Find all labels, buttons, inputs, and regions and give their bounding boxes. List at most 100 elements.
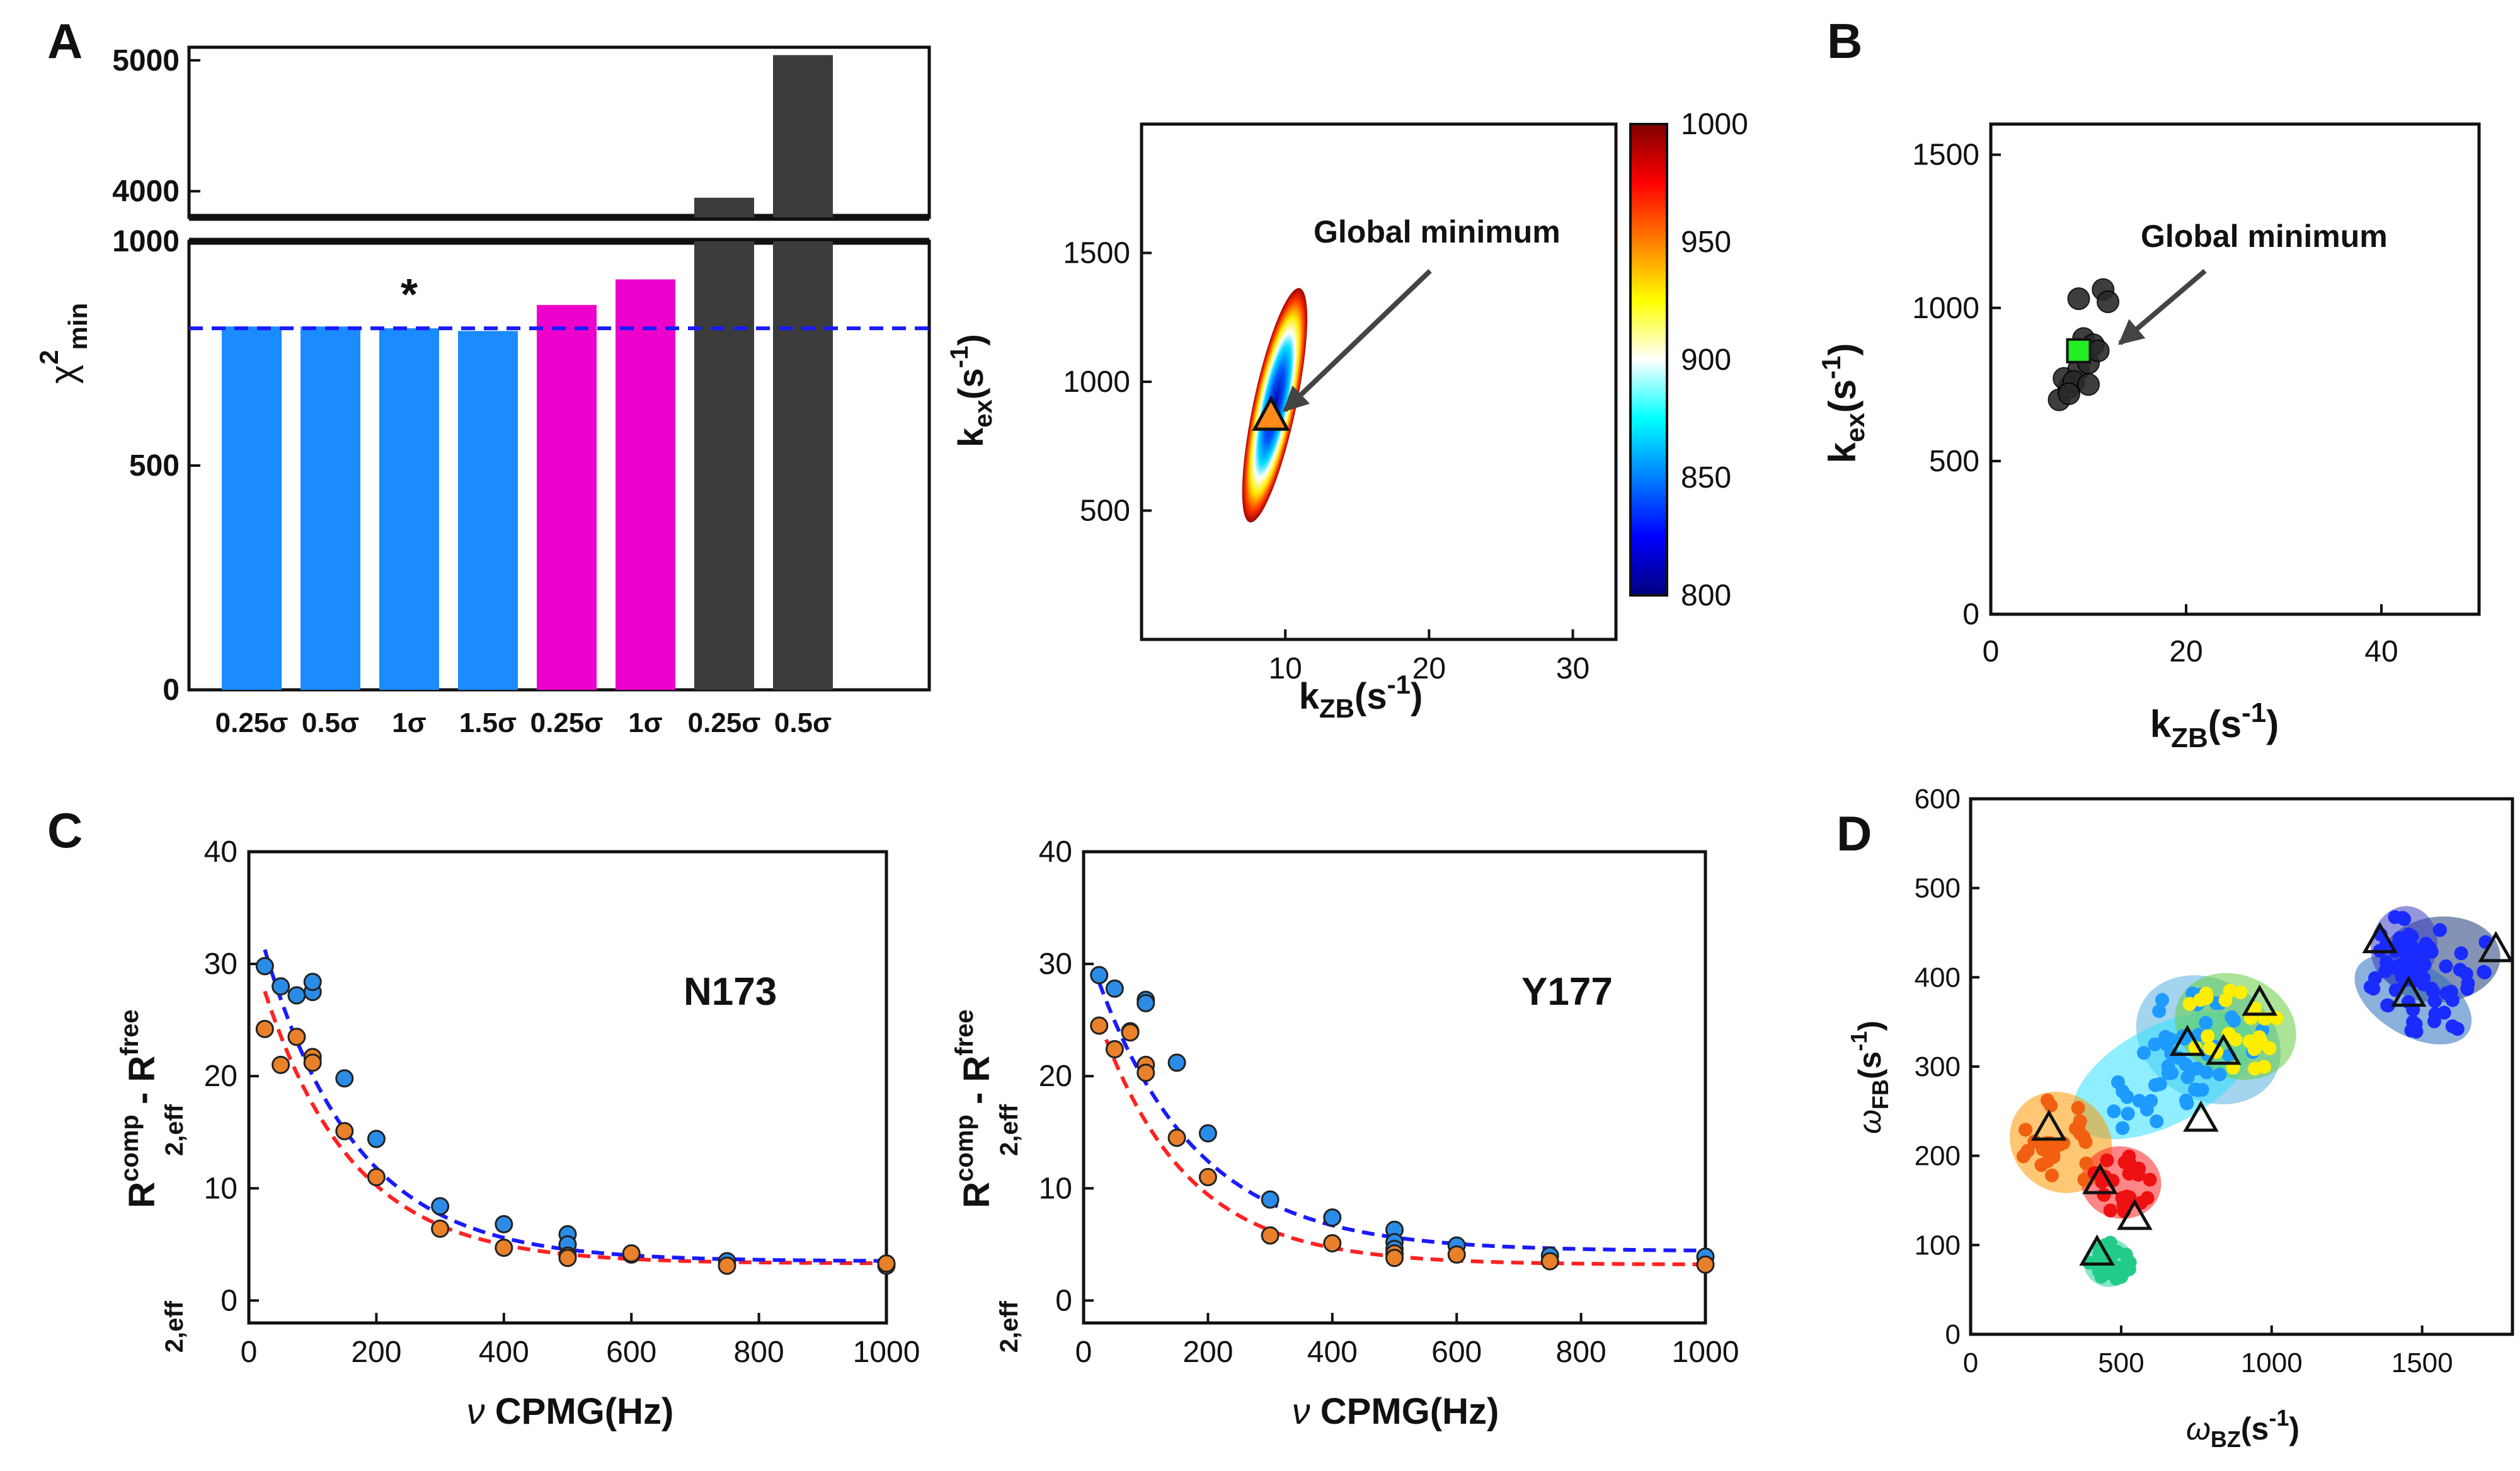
cluster-center-triangle bbox=[2169, 1024, 2206, 1056]
cluster-point-orange bbox=[2077, 1172, 2092, 1187]
y177-ylabel-sub: 2,eff2,eff bbox=[995, 1104, 1023, 1353]
cluster-point-indigo bbox=[2402, 944, 2417, 959]
data-point-blue bbox=[255, 957, 274, 976]
contour-xlabel: kZB(s-1) bbox=[1299, 670, 1423, 723]
cluster-point-cyan bbox=[2160, 1038, 2174, 1052]
cluster-point-indigo bbox=[2378, 964, 2393, 978]
bar-3 bbox=[458, 331, 518, 690]
data-point-orange bbox=[558, 1249, 577, 1268]
y-tick-label: 40 bbox=[204, 835, 238, 869]
cluster-center-triangle bbox=[2082, 1163, 2118, 1194]
cluster-center-triangle bbox=[2478, 930, 2514, 963]
y-tick-label: 40 bbox=[1039, 835, 1072, 869]
global-minimum-arrow bbox=[1283, 269, 1432, 413]
x-tick-label: 800 bbox=[1556, 1336, 1606, 1369]
fit-result-point bbox=[2058, 382, 2080, 405]
data-point-blue bbox=[1198, 1124, 1217, 1143]
cluster-point-green bbox=[2188, 1041, 2202, 1055]
y-tick-label: 0 bbox=[163, 673, 180, 707]
scatter-plot-b: 0 20 40 0 500 1000 1500 Global minimum kex(s-1)… bbox=[1816, 122, 2481, 753]
x-tick-label: 400 bbox=[479, 1336, 529, 1369]
data-point-blue bbox=[1105, 979, 1124, 998]
cluster-point-orange bbox=[2073, 1126, 2087, 1141]
cluster-point-cyan bbox=[2132, 1094, 2146, 1108]
data-point-orange bbox=[287, 1027, 306, 1046]
data-point-orange bbox=[495, 1239, 513, 1257]
chi-ylabel: χ2min bbox=[34, 303, 93, 384]
y-tick-label: 300 bbox=[1915, 1051, 1961, 1082]
cluster-point-green bbox=[2218, 993, 2233, 1007]
x-tick-label: 20 bbox=[1412, 652, 1446, 685]
data-point-blue bbox=[367, 1130, 386, 1148]
n173-ylabel-sub: 2,eff2,eff bbox=[161, 1104, 188, 1353]
cluster-point-cyan bbox=[2195, 1082, 2209, 1097]
y-tick-label: 600 bbox=[1915, 784, 1961, 815]
y-tick-label: 20 bbox=[204, 1060, 238, 1093]
cluster-point-indigo bbox=[2400, 957, 2414, 971]
cluster-point-cyan bbox=[2213, 1067, 2227, 1082]
data-point-blue bbox=[1261, 1190, 1280, 1209]
panel-label-B: B bbox=[1827, 13, 1862, 69]
cluster-point-indigo bbox=[2417, 947, 2432, 962]
cluster-point-cyan bbox=[2107, 1104, 2121, 1119]
bar-category-label: 0.5σ bbox=[774, 707, 832, 738]
fit-curve-blue bbox=[1097, 982, 1706, 1253]
fit-result-point bbox=[2067, 287, 2090, 311]
cluster-point-dark-blue bbox=[2432, 923, 2447, 937]
cluster-point-cyan bbox=[2144, 1094, 2158, 1108]
y-tick-label: 0 bbox=[1055, 1284, 1072, 1317]
x-tick-label: 0 bbox=[1983, 635, 2000, 668]
data-point-blue bbox=[1167, 1053, 1186, 1072]
y-tick-label: 0 bbox=[1945, 1319, 1961, 1350]
x-tick-label: 0 bbox=[1075, 1336, 1092, 1369]
cluster-point-mid-blue bbox=[2416, 977, 2431, 992]
bar-category-label: 1σ bbox=[392, 707, 427, 738]
cluster-point-mid-blue bbox=[2427, 994, 2442, 1009]
cluster-point-mid-blue bbox=[2380, 998, 2395, 1012]
cluster-center-triangle bbox=[2362, 922, 2398, 954]
y177-ylabel: Rcomp - Rfree bbox=[951, 1009, 997, 1208]
cluster-point-red bbox=[2143, 1172, 2157, 1187]
x-tick-label: 800 bbox=[734, 1336, 784, 1369]
data-point-blue bbox=[431, 1197, 450, 1216]
residue-label: Y177 bbox=[1521, 970, 1613, 1014]
cluster-point-cyan bbox=[2179, 1093, 2194, 1108]
cluster-point-indigo bbox=[2417, 958, 2432, 972]
bar-category-label: 0.5σ bbox=[302, 707, 359, 738]
y-tick-label: 500 bbox=[1915, 873, 1961, 904]
data-point-blue bbox=[335, 1069, 354, 1088]
y-tick-label: 1500 bbox=[1912, 139, 1979, 172]
data-point-orange bbox=[1121, 1023, 1140, 1042]
global-minimum-arrow bbox=[2117, 268, 2207, 346]
global-minimum-label: Global minimum bbox=[2141, 219, 2388, 254]
y-tick-label: 400 bbox=[1915, 962, 1961, 993]
cluster-point-orange bbox=[2079, 1156, 2093, 1171]
data-point-blue bbox=[287, 986, 306, 1005]
cluster-point-light-blue bbox=[2225, 1010, 2239, 1024]
bar-category-label: 0.25σ bbox=[215, 707, 289, 738]
panel-label-D: D bbox=[1836, 806, 1872, 861]
bar-0 bbox=[222, 326, 282, 690]
data-point-blue bbox=[1090, 966, 1109, 985]
data-point-blue bbox=[495, 1215, 513, 1233]
residue-label: N173 bbox=[684, 970, 777, 1014]
data-point-orange bbox=[718, 1256, 736, 1275]
data-point-blue bbox=[272, 977, 290, 996]
data-point-orange bbox=[1385, 1249, 1404, 1268]
bar-category-label: 0.25σ bbox=[530, 707, 604, 738]
cluster-point-orange bbox=[2044, 1099, 2058, 1113]
y-tick-label: 100 bbox=[1915, 1230, 1961, 1261]
cluster-point-light-blue bbox=[2152, 1004, 2167, 1018]
bar-chart-a: 0.25σ 0.5σ 1σ 1.5σ 0.25σ 1σ 0.25σ 0.5σ * 0 500 1000… bbox=[34, 44, 931, 738]
x-tick-label: 600 bbox=[606, 1336, 656, 1369]
fit-result-point bbox=[2077, 373, 2100, 396]
cluster-point-green bbox=[2182, 997, 2197, 1011]
cluster-point-orange bbox=[2038, 1138, 2053, 1153]
x-tick-label: 1000 bbox=[2241, 1348, 2303, 1378]
n173-xlabel: ν CPMG(Hz) bbox=[467, 1391, 674, 1432]
global-minimum-label: Global minimum bbox=[1314, 214, 1561, 249]
x-tick-label: 10 bbox=[1268, 652, 1302, 685]
x-tick-label: 0 bbox=[241, 1336, 258, 1369]
colorbar bbox=[1629, 123, 1668, 597]
data-point-orange bbox=[877, 1254, 896, 1273]
